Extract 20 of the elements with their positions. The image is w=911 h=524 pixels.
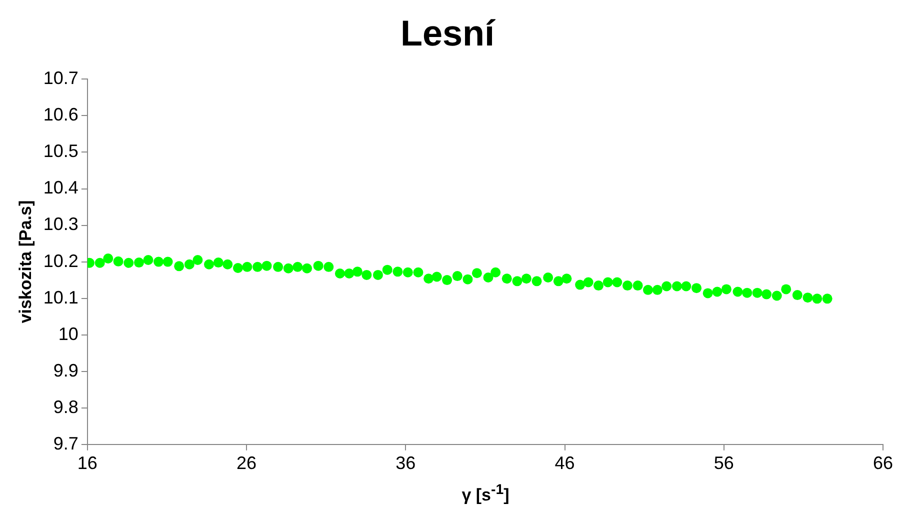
y-tick-label: 9.9 xyxy=(53,360,78,380)
y-tick-label: 10.3 xyxy=(43,214,78,234)
y-tick-label: 10.5 xyxy=(43,141,78,162)
y-tick-label: 10 xyxy=(58,324,78,344)
chart-title: Lesní xyxy=(400,12,496,54)
y-tick-label: 10.6 xyxy=(43,104,78,125)
x-tick-label: 66 xyxy=(872,453,894,474)
y-tick-label: 9.8 xyxy=(53,396,78,417)
x-tick-label: 16 xyxy=(77,453,98,474)
x-tick-label: 36 xyxy=(396,453,416,474)
y-tick-label: 10.2 xyxy=(43,250,78,271)
x-tick-label: 56 xyxy=(714,453,734,474)
y-axis-title: viskozita [Pa.s] xyxy=(16,200,35,324)
y-tick-label: 10.4 xyxy=(43,178,78,198)
y-tick-label: 10.7 xyxy=(43,68,78,88)
y-tick-label: 10.1 xyxy=(43,287,78,308)
y-tick-label: 9.7 xyxy=(53,433,78,454)
x-tick-label: 26 xyxy=(236,453,257,474)
x-tick-label: 46 xyxy=(554,453,575,474)
x-axis-title: γ [s$^{-1}$] xyxy=(460,482,510,506)
